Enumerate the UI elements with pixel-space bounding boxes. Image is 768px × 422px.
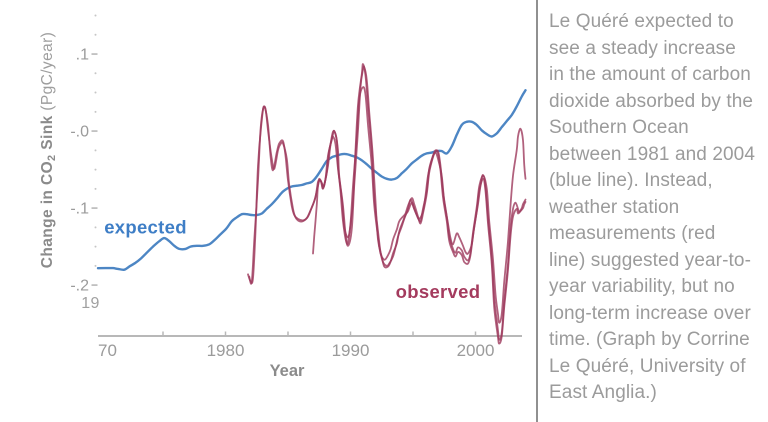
y-minor-tick: [94, 110, 97, 113]
y-minor-tick: [94, 149, 97, 152]
y-axis: .1 -.0 -.1 -.2: [70, 14, 98, 295]
x-tick-label: 70: [98, 341, 117, 360]
observed-1-line: [247, 63, 527, 341]
y-minor-tick: [94, 14, 97, 17]
x-tick-label: 2000: [457, 341, 495, 360]
x-tick-label: 1990: [332, 341, 370, 360]
observed-3-line: [248, 65, 527, 345]
x-axis-title: Year: [270, 362, 305, 380]
y-minor-tick: [94, 168, 97, 171]
y-minor-tick: [94, 264, 97, 267]
y-minor-tick: [94, 245, 97, 248]
y-axis-title: Change in CO2 Sink (PgC/year): [39, 32, 58, 269]
19-label: 19: [81, 295, 99, 312]
y-minor-tick: [94, 33, 97, 36]
expected-line: [96, 89, 527, 271]
y-minor-tick: [94, 187, 97, 190]
co2-sink-line-chart: Change in CO2 Sink (PgC/year) .1 -.0 -.1 -.2…: [39, 14, 527, 380]
caption-text: Le Quéré expected to see a steady increa…: [549, 11, 756, 403]
y-minor-tick: [94, 226, 97, 229]
y-minor-tick: [94, 72, 97, 75]
y-tick-label: -.1: [70, 201, 89, 218]
observed-label: observed: [396, 281, 481, 302]
y-tick-label: -.0: [70, 124, 89, 141]
caption-panel: Le Quéré expected to see a steady increa…: [536, 0, 768, 422]
x-tick-label: 1980: [207, 341, 245, 360]
chart-area: Change in CO2 Sink (PgC/year) .1 -.0 -.1 -.2…: [39, 14, 527, 380]
expected-label: expected: [104, 216, 187, 237]
y-tick-label: -.2: [70, 278, 89, 295]
y-tick-label: .1: [76, 47, 89, 64]
x-axis: 70 1980 1990 2000 Year: [98, 331, 522, 380]
y-minor-tick: [94, 91, 97, 94]
